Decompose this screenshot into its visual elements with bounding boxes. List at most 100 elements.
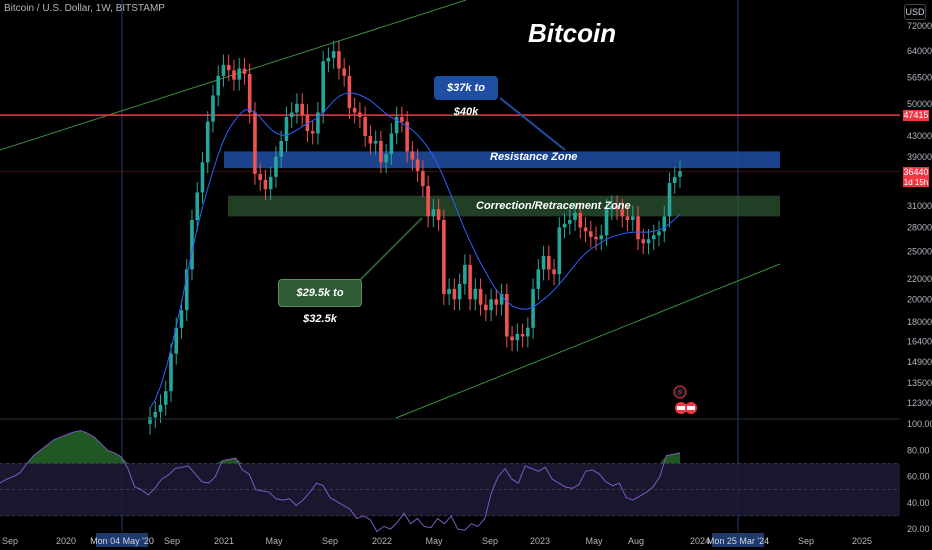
correction-callout: $29.5k to $32.5k	[278, 279, 362, 325]
zone-rect-0	[224, 151, 780, 169]
time-tick: Mon 04 May '20	[90, 536, 154, 546]
candle-body	[158, 404, 163, 412]
candle-body	[510, 336, 514, 341]
price-tick: 25000	[907, 247, 932, 257]
candle-body	[358, 112, 362, 117]
candle-body	[573, 212, 577, 221]
candle-body	[494, 299, 499, 305]
candle-body	[232, 70, 236, 80]
candle-body	[368, 135, 373, 144]
candle-body	[226, 64, 231, 71]
candle-body	[253, 112, 257, 174]
candle-body	[174, 327, 179, 354]
candle-body	[363, 116, 367, 136]
candle-body	[326, 57, 331, 62]
candle-body	[478, 288, 483, 305]
candle-body	[258, 173, 262, 180]
symbol-header[interactable]: Bitcoin / U.S. Dollar, 1W, BITSTAMP	[4, 3, 165, 14]
candle-body	[515, 333, 520, 341]
time-tick: May	[425, 536, 443, 546]
callout-pointer-resistance	[499, 97, 566, 151]
candle-body	[384, 154, 388, 163]
candle-body	[609, 205, 614, 210]
time-tick: May	[265, 536, 283, 546]
candle-body	[604, 209, 609, 236]
candle-body	[331, 51, 336, 58]
candle-body	[562, 223, 567, 228]
candle-body	[310, 131, 315, 134]
event-icon-2-inner	[687, 406, 695, 410]
time-cursor-box	[96, 533, 148, 547]
time-tick: Sep	[2, 536, 18, 546]
price-tick: 50000	[907, 99, 932, 109]
price-tick: 12300	[907, 398, 932, 408]
candle-body	[394, 116, 399, 134]
candle-body	[221, 64, 226, 76]
last-price-tag: 36440 1d 15h	[903, 167, 929, 187]
candle-body	[620, 209, 625, 217]
time-cursor-box	[712, 533, 764, 547]
candle-body	[436, 209, 441, 221]
chart-title: Bitcoin	[528, 18, 617, 48]
candle-body	[531, 288, 535, 328]
candle-body	[153, 411, 158, 418]
candle-body	[552, 269, 556, 275]
time-tick: 2020	[56, 536, 76, 546]
last-price-value: 36440	[903, 167, 929, 177]
resistance-price-value: 47415	[903, 110, 929, 120]
price-tick: 43000	[907, 131, 932, 141]
rsi-tick: 40.00	[907, 498, 930, 508]
resistance-price-tag: 47415	[903, 110, 929, 121]
time-tick: 2023	[530, 536, 550, 546]
candle-body	[520, 333, 525, 337]
rsi-tick: 60.00	[907, 472, 930, 482]
time-tick: Sep	[322, 536, 338, 546]
price-tick: 28000	[907, 222, 932, 232]
candle-body	[630, 216, 635, 221]
candle-body	[263, 179, 268, 190]
candle-body	[148, 417, 152, 424]
candle-body	[300, 103, 304, 115]
candle-body	[541, 255, 546, 270]
candle-body	[499, 294, 504, 305]
flash-icon[interactable]	[673, 385, 687, 399]
candle-body	[179, 310, 184, 328]
candle-body	[415, 159, 420, 171]
candle-body	[247, 73, 252, 113]
candle-body	[588, 231, 593, 237]
candle-body	[347, 75, 352, 109]
candle-body	[641, 239, 646, 244]
candle-body	[594, 236, 598, 240]
candle-body	[342, 68, 346, 76]
currency-button[interactable]: USD	[904, 4, 926, 20]
candle-body	[662, 216, 667, 232]
price-tick: 72000	[907, 21, 932, 31]
correction-zone-label: Correction/Retracement Zone	[476, 200, 631, 212]
candle-body	[316, 112, 320, 134]
candle-body	[389, 133, 394, 155]
candle-body	[431, 209, 436, 217]
candle-body	[274, 156, 278, 177]
candle-body	[279, 140, 283, 157]
zone-rect-1	[228, 195, 780, 217]
bar-countdown: 1d 15h	[903, 178, 929, 187]
candle-body	[583, 227, 588, 232]
candle-body	[337, 51, 341, 69]
rsi-tick: 80.00	[907, 445, 930, 455]
candle-body	[184, 269, 189, 311]
candle-body	[211, 95, 215, 122]
time-tick: Aug	[628, 536, 644, 546]
time-tick: Sep	[482, 536, 498, 546]
time-tick: 2021	[214, 536, 234, 546]
candle-body	[547, 255, 551, 270]
candle-body	[447, 288, 451, 295]
candle-body	[452, 288, 457, 300]
price-tick: 13500	[907, 378, 932, 388]
rsi-tick: 20.00	[907, 524, 930, 534]
candle-body	[421, 170, 425, 187]
candle-body	[484, 304, 488, 311]
candle-body	[468, 264, 472, 300]
candle-body	[195, 192, 200, 221]
price-tick: 16400	[907, 337, 932, 347]
